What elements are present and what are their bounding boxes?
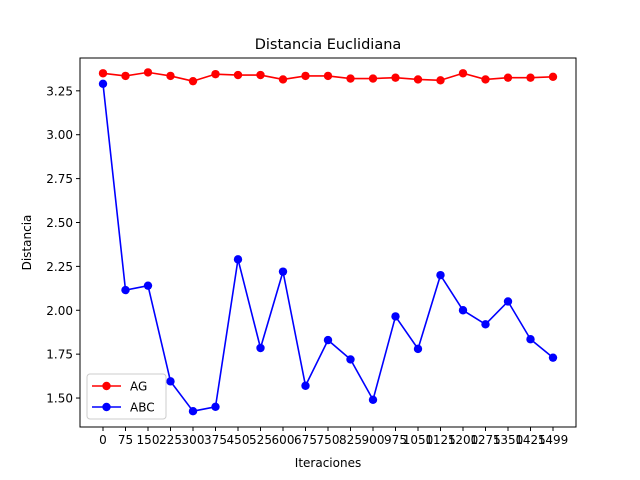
data-point [98, 79, 108, 89]
data-point [368, 395, 378, 404]
legend-label-abc: ABC [130, 401, 155, 415]
x-tick-label: 225 [159, 433, 182, 447]
data-point [368, 74, 378, 83]
data-point [121, 285, 130, 295]
data-point [233, 255, 243, 264]
data-point [391, 312, 400, 321]
legend-marker-ag [102, 381, 111, 391]
data-point [233, 70, 243, 80]
x-tick-label: 525 [249, 433, 272, 447]
data-point [346, 355, 355, 364]
y-tick-label: 1.50 [46, 392, 73, 406]
x-tick-label: 0 [99, 433, 107, 447]
data-point [301, 71, 310, 81]
legend-marker-abc [102, 402, 111, 412]
data-point [256, 70, 265, 80]
data-point [526, 73, 535, 82]
x-tick-label: 975 [384, 433, 407, 447]
x-tick-label: 825 [339, 433, 362, 447]
legend-label-ag: AG [130, 380, 147, 394]
data-point [143, 281, 153, 290]
data-point [256, 343, 265, 353]
data-point [526, 335, 535, 344]
y-tick-label: 3.25 [46, 84, 73, 98]
y-tick-label: 2.75 [46, 172, 73, 186]
legend: AG ABC [86, 373, 167, 420]
x-tick-label: 600 [272, 433, 295, 447]
x-tick-label: 1200 [448, 433, 479, 447]
chart-title: Distancia Euclidiana [255, 37, 402, 53]
plot-lines [98, 68, 558, 416]
x-tick-label: 450 [227, 433, 250, 447]
data-point [143, 68, 153, 77]
data-point [211, 69, 220, 79]
x-tick-label: 150 [137, 433, 160, 447]
data-point [278, 267, 288, 276]
x-axis-label: Iteraciones [295, 456, 361, 470]
data-point [458, 69, 468, 78]
y-tick-label: 2.25 [46, 260, 73, 274]
data-point [346, 74, 355, 83]
x-tick-label: 675 [294, 433, 317, 447]
data-point [278, 75, 288, 84]
x-tick-label: 300 [182, 433, 205, 447]
x-tick-label: 75 [118, 433, 133, 447]
data-point [188, 76, 198, 86]
data-point [166, 377, 175, 386]
x-tick-label: 1050 [403, 433, 434, 447]
x-tick-label: 1125 [425, 433, 456, 447]
data-point [98, 69, 108, 78]
x-tick-label: 1350 [493, 433, 524, 447]
x-tick-label: 1425 [515, 433, 546, 447]
series-ag [98, 68, 558, 86]
x-tick-label: 750 [317, 433, 340, 447]
x-tick-label: 375 [204, 433, 227, 447]
data-point [436, 76, 445, 85]
data-point [481, 75, 490, 84]
data-point [548, 72, 558, 81]
data-point [323, 71, 333, 81]
x-tick-label: 1275 [470, 433, 501, 447]
data-point [188, 407, 198, 416]
data-point [458, 306, 468, 315]
y-tick-label: 1.75 [46, 348, 73, 362]
data-point [436, 270, 445, 280]
data-point [301, 381, 310, 390]
series-abc [98, 79, 558, 416]
y-tick-label: 3.00 [46, 128, 73, 142]
data-point [413, 75, 423, 84]
x-axis-ticks: 0 75 150 225 300 375 450 525 600 675 750 825 900 9751… [99, 427, 568, 447]
data-point [166, 71, 175, 81]
data-point [121, 71, 130, 81]
data-point [503, 73, 513, 82]
y-tick-label: 2.50 [46, 216, 73, 230]
x-tick-label: 1499 [538, 433, 569, 447]
data-point [391, 73, 400, 82]
data-point [211, 402, 220, 412]
y-axis-ticks: 1.50 1.75 2.00 2.25 2.50 2.75 3.00 3.25 [46, 84, 80, 406]
data-point [503, 297, 513, 306]
data-point [413, 344, 423, 354]
y-axis-label: Distancia [20, 215, 34, 271]
plot-frame [79, 57, 577, 428]
data-point [481, 320, 490, 329]
y-tick-label: 2.00 [46, 304, 73, 318]
data-point [548, 353, 558, 362]
data-point [323, 335, 333, 345]
x-tick-label: 900 [362, 433, 385, 447]
